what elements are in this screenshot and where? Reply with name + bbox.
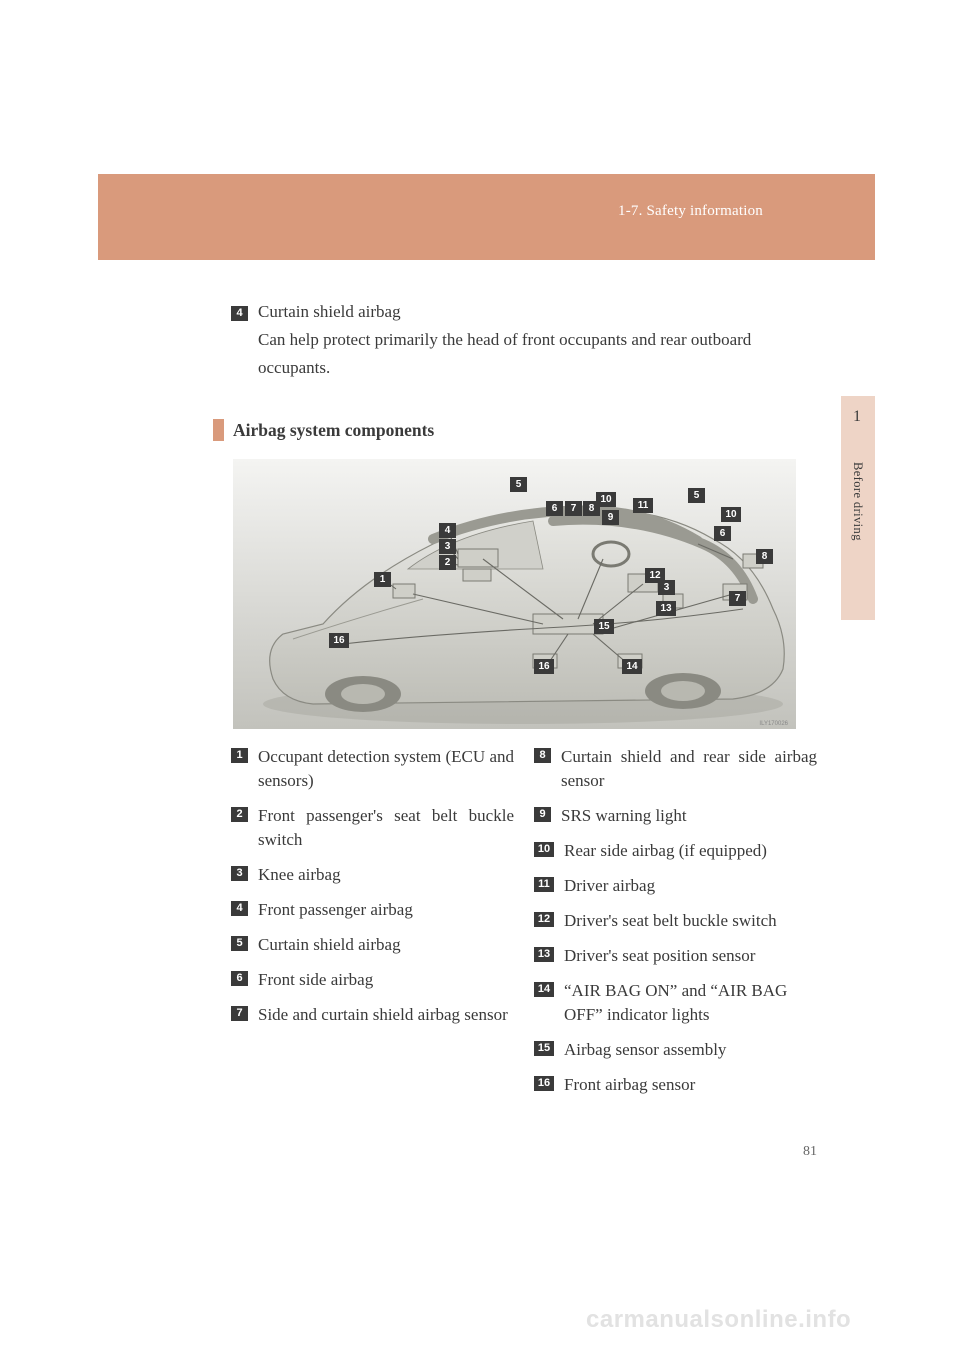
intro-num-box: 4 — [231, 306, 248, 321]
component-list: 1 Occupant detection system (ECU and sens… — [231, 745, 817, 1108]
list-item-num: 11 — [534, 877, 554, 892]
list-item-num: 6 — [231, 971, 248, 986]
diagram-callout-4: 4 — [439, 523, 456, 538]
list-item-text: Front passenger airbag — [258, 898, 514, 922]
list-item: 12 Driver's seat belt buckle switch — [534, 909, 817, 933]
list-item-num: 10 — [534, 842, 554, 857]
page: 1-7. Safety information 1 Before driving… — [0, 0, 960, 1358]
chapter-tab-label: Before driving — [850, 462, 865, 541]
heading-accent-bar — [213, 419, 224, 441]
diagram-callout-7: 7 — [565, 501, 582, 516]
list-item: 11 Driver airbag — [534, 874, 817, 898]
list-item-text: Front passenger's seat belt buckle switc… — [258, 804, 514, 852]
list-item: 7 Side and curtain shield airbag sensor — [231, 1003, 514, 1027]
list-item-num: 12 — [534, 912, 554, 927]
watermark: carmanualsonline.info — [586, 1306, 851, 1334]
list-item-text: “AIR BAG ON” and “AIR BAG OFF” indicator… — [564, 979, 817, 1027]
list-item: 8 Curtain shield and rear side airbag sen… — [534, 745, 817, 793]
intro-block: 4 Curtain shield airbag Can help protect… — [231, 298, 819, 382]
diagram-callout-2: 2 — [439, 555, 456, 570]
section-heading: Airbag system components — [213, 419, 434, 441]
list-item-text: Front side airbag — [258, 968, 514, 992]
list-item-text: SRS warning light — [561, 804, 817, 828]
list-item: 5 Curtain shield airbag — [231, 933, 514, 957]
header-band-edge — [863, 174, 875, 260]
list-item-num: 9 — [534, 807, 551, 822]
list-item: 13 Driver's seat position sensor — [534, 944, 817, 968]
list-item: 3 Knee airbag — [231, 863, 514, 887]
airbag-diagram: ILY170026 510510678911643218312713151616… — [233, 459, 796, 729]
diagram-callout-13: 13 — [656, 601, 676, 616]
chapter-tab-number: 1 — [853, 408, 861, 426]
list-item-text: Curtain shield airbag — [258, 933, 514, 957]
diagram-callout-6: 6 — [714, 526, 731, 541]
intro-title-line: 4 Curtain shield airbag — [231, 298, 819, 326]
list-item-text: Side and curtain shield airbag sensor — [258, 1003, 514, 1027]
intro-title: Curtain shield airbag — [258, 298, 401, 326]
diagram-credit: ILY170026 — [759, 721, 788, 727]
component-list-left: 1 Occupant detection system (ECU and sens… — [231, 745, 514, 1108]
list-item-text: Airbag sensor assembly — [564, 1038, 817, 1062]
diagram-callout-11: 11 — [633, 498, 653, 513]
diagram-callout-5: 5 — [688, 488, 705, 503]
diagram-callout-16: 16 — [534, 659, 554, 674]
list-item-text: Driver airbag — [564, 874, 817, 898]
list-item-num: 8 — [534, 748, 551, 763]
list-item-text: Driver's seat belt buckle switch — [564, 909, 817, 933]
diagram-callout-14: 14 — [622, 659, 642, 674]
list-item: 10 Rear side airbag (if equipped) — [534, 839, 817, 863]
list-item-text: Rear side airbag (if equipped) — [564, 839, 817, 863]
list-item: 2 Front passenger's seat belt buckle swit… — [231, 804, 514, 852]
diagram-callout-1: 1 — [374, 572, 391, 587]
diagram-callout-8: 8 — [583, 501, 600, 516]
diagram-callout-5: 5 — [510, 477, 527, 492]
diagram-callout-9: 9 — [602, 510, 619, 525]
list-item-text: Driver's seat position sensor — [564, 944, 817, 968]
list-item: 14 “AIR BAG ON” and “AIR BAG OFF” indicat… — [534, 979, 817, 1027]
car-cutaway-svg: ILY170026 — [233, 459, 796, 729]
diagram-callout-12: 12 — [645, 568, 665, 583]
list-item: 1 Occupant detection system (ECU and sens… — [231, 745, 514, 793]
list-item: 4 Front passenger airbag — [231, 898, 514, 922]
list-item: 16 Front airbag sensor — [534, 1073, 817, 1097]
diagram-callout-15: 15 — [594, 619, 614, 634]
diagram-callout-3: 3 — [439, 539, 456, 554]
section-label: 1-7. Safety information — [618, 203, 763, 220]
list-item-num: 2 — [231, 807, 248, 822]
list-item-text: Front airbag sensor — [564, 1073, 817, 1097]
diagram-callout-7: 7 — [729, 591, 746, 606]
list-item-num: 5 — [231, 936, 248, 951]
diagram-callout-16: 16 — [329, 633, 349, 648]
list-item: 9 SRS warning light — [534, 804, 817, 828]
diagram-callout-6: 6 — [546, 501, 563, 516]
component-list-right: 8 Curtain shield and rear side airbag sen… — [534, 745, 817, 1108]
list-item-num: 3 — [231, 866, 248, 881]
list-item-num: 1 — [231, 748, 248, 763]
list-item-num: 14 — [534, 982, 554, 997]
list-item-num: 4 — [231, 901, 248, 916]
list-item-text: Curtain shield and rear side airbag sens… — [561, 745, 817, 793]
intro-description: Can help protect primarily the head of f… — [258, 326, 819, 382]
list-item-num: 15 — [534, 1041, 554, 1056]
heading-text: Airbag system components — [233, 420, 434, 441]
list-item-text: Knee airbag — [258, 863, 514, 887]
list-item-num: 13 — [534, 947, 554, 962]
list-item: 15 Airbag sensor assembly — [534, 1038, 817, 1062]
list-item: 6 Front side airbag — [231, 968, 514, 992]
list-item-num: 7 — [231, 1006, 248, 1021]
diagram-callout-10: 10 — [721, 507, 741, 522]
list-item-num: 16 — [534, 1076, 554, 1091]
diagram-callout-8: 8 — [756, 549, 773, 564]
list-item-text: Occupant detection system (ECU and senso… — [258, 745, 514, 793]
page-number: 81 — [803, 1144, 817, 1160]
